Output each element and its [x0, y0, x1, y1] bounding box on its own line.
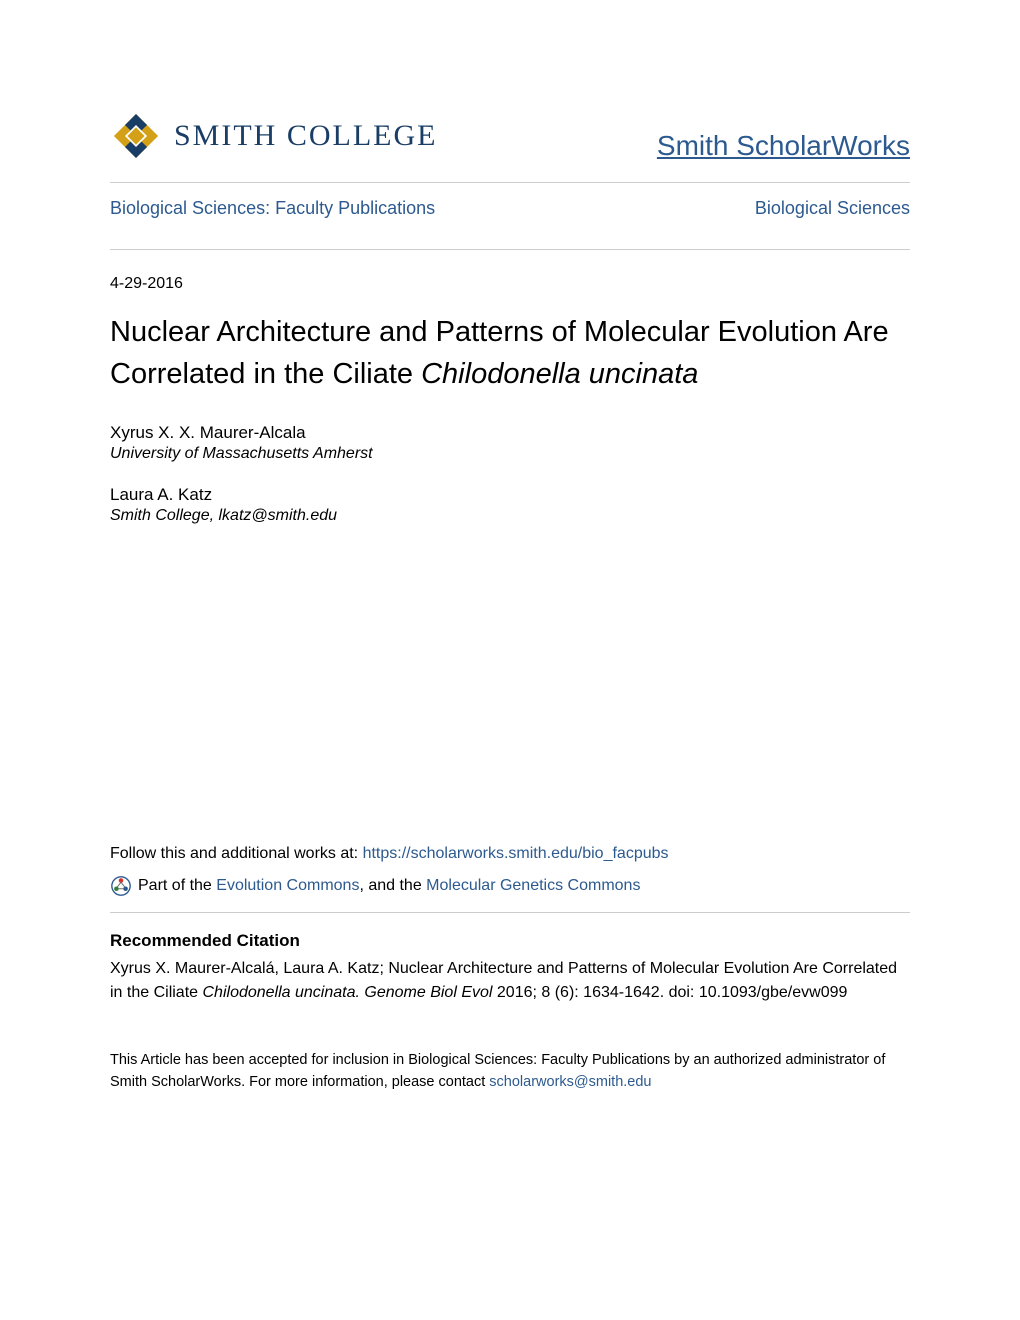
commons-prefix: Part of the — [138, 877, 216, 894]
follow-section: Follow this and additional works at: htt… — [110, 845, 910, 897]
footer-text: This Article has been accepted for inclu… — [110, 1050, 910, 1094]
publication-date: 4-29-2016 — [110, 275, 910, 293]
commons-link-1[interactable]: Evolution Commons — [216, 877, 359, 894]
citation-italic: Chilodonella uncinata. Genome Biol Evol — [203, 984, 493, 1001]
citation-text: Xyrus X. Maurer-Alcalá, Laura A. Katz; N… — [110, 957, 910, 1005]
citation-part-2: 2016; 8 (6): 1634-1642. doi: 10.1093/gbe… — [492, 984, 847, 1001]
commons-link-2[interactable]: Molecular Genetics Commons — [426, 877, 640, 894]
divider-citation — [110, 912, 910, 913]
footer-email-link[interactable]: scholarworks@smith.edu — [489, 1074, 651, 1090]
network-icon — [110, 875, 132, 897]
author-2-name: Laura A. Katz — [110, 485, 910, 505]
title-species: Chilodonella uncinata — [421, 358, 698, 390]
commons-middle: , and the — [359, 877, 426, 894]
breadcrumb-right-link[interactable]: Biological Sciences — [755, 198, 910, 219]
breadcrumb: Biological Sciences: Faculty Publication… — [110, 198, 910, 234]
citation-heading: Recommended Citation — [110, 931, 910, 951]
commons-row: Part of the Evolution Commons, and the M… — [110, 875, 910, 897]
divider-breadcrumb — [110, 249, 910, 250]
site-name-link[interactable]: Smith ScholarWorks — [657, 130, 910, 162]
author-2-affiliation: Smith College, lkatz@smith.edu — [110, 507, 910, 525]
follow-prefix: Follow this and additional works at: — [110, 845, 363, 862]
breadcrumb-left-link[interactable]: Biological Sciences: Faculty Publication… — [110, 198, 435, 219]
author-1-affiliation: University of Massachusetts Amherst — [110, 445, 910, 463]
follow-text: Follow this and additional works at: htt… — [110, 845, 910, 863]
author-2: Laura A. Katz Smith College, lkatz@smith… — [110, 485, 910, 525]
commons-text: Part of the Evolution Commons, and the M… — [138, 877, 640, 895]
author-1-name: Xyrus X. X. Maurer-Alcala — [110, 423, 910, 443]
author-2-affiliation-text: Smith College — [110, 507, 210, 524]
author-2-email: , lkatz@smith.edu — [210, 507, 337, 524]
college-name: SMITH COLLEGE — [174, 119, 437, 153]
follow-url-link[interactable]: https://scholarworks.smith.edu/bio_facpu… — [363, 845, 669, 862]
logo-container: SMITH COLLEGE — [110, 110, 437, 162]
college-logo-icon — [110, 110, 162, 162]
author-1: Xyrus X. X. Maurer-Alcala University of … — [110, 423, 910, 463]
header: SMITH COLLEGE Smith ScholarWorks — [110, 110, 910, 162]
divider-top — [110, 182, 910, 183]
article-title: Nuclear Architecture and Patterns of Mol… — [110, 311, 910, 395]
